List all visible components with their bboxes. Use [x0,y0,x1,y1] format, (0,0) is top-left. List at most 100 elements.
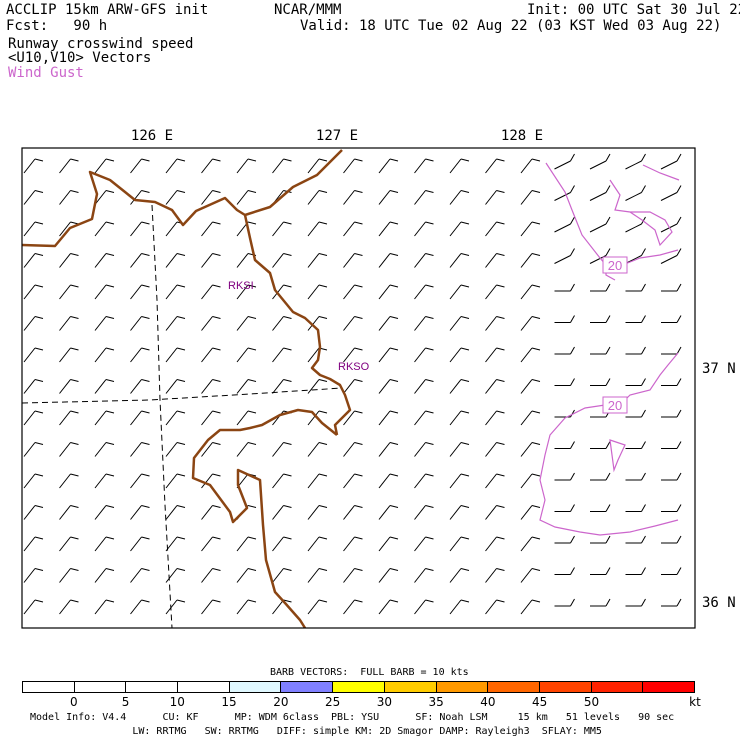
colorbar-segment [643,682,694,692]
wind-barb [414,221,434,237]
wind-barb [343,284,363,300]
wind-barb [236,190,257,205]
wind-barb [485,190,505,205]
wind-barb [520,473,541,489]
wind-barb [165,442,186,457]
wind-barb [661,346,682,355]
wind-barb [485,568,505,583]
wind-barb [59,316,79,331]
contour-label: 20 [608,398,622,413]
wind-barb [414,158,434,174]
init-time: Init: 00 UTC Sat 30 Jul 22 [527,2,740,18]
wind-barb [59,473,79,489]
colorbar-segment [178,682,230,692]
wind-barb [520,379,541,394]
wind-barb [343,190,363,205]
wind-barb [554,315,575,323]
wind-barb [661,378,682,386]
wind-barb [23,347,44,363]
wind-barb [59,599,79,615]
wind-barb [165,284,186,300]
colorbar-segment [591,682,644,692]
wind-barb [520,442,541,457]
wind-barb [449,158,470,174]
wind-barb [307,158,328,174]
wind-barb [378,190,399,205]
wind-barb [201,284,221,300]
wind-barb [343,410,363,426]
wind-barb [520,347,541,363]
wind-barb [625,504,646,512]
wind-barb [201,410,221,426]
wind-barb [625,472,646,481]
colorbar-segment [436,682,489,692]
wind-barb [449,347,470,363]
wind-barb [307,379,328,394]
wind-barb [343,347,363,363]
wind-barb [23,442,44,457]
wind-barb [590,441,611,449]
wind-barb [449,599,470,615]
wind-barb [236,316,257,331]
wind-barb [590,378,611,386]
wind-barb [343,158,363,174]
lat-label-36: 36 N [702,595,736,611]
wind-barb [378,536,399,552]
wind-barb [449,221,470,237]
wind-barb [554,535,575,544]
wind-barb [94,253,115,268]
wind-barb [307,410,328,426]
wind-barb [414,568,434,583]
wind-barb [625,248,646,264]
colorbar-segment [126,682,179,692]
wind-barb [307,536,328,552]
wind-barb [378,221,399,237]
wind-barb [625,346,646,355]
wind-barb [201,473,221,489]
wind-barb [414,599,434,615]
wind-barb [165,505,186,520]
wind-barb [589,185,611,201]
wind-barb [414,284,434,300]
wind-barb [625,567,646,575]
wind-barb [378,442,399,457]
wind-barb [378,379,399,394]
wind-barb [94,347,115,363]
wind-barb [236,347,257,363]
wind-barb [554,216,575,233]
wind-barb [414,316,434,331]
wind-barb [201,568,221,583]
wind-barb [590,283,611,292]
wind-barb [590,346,611,355]
wind-barb [307,442,328,457]
wind-barb [343,505,363,520]
wind-barb [378,599,399,615]
wind-barb [94,473,115,489]
wind-barb [520,505,541,520]
wind-barb [625,441,646,449]
colorbar-tick-label: 20 [273,695,289,709]
wind-barb [485,599,505,615]
colorbar-title: BARB VECTORS: FULL BARB = 10 kts [270,667,469,678]
wind-barb [130,284,150,300]
coastline [21,149,352,629]
wind-barb [94,158,115,174]
wind-barb [449,505,470,520]
wind-barb [554,472,575,481]
wind-barb [272,316,292,331]
wind-barb [378,505,399,520]
wind-barb [343,568,363,583]
wind-barb [485,379,505,394]
colorbar-segment [333,682,385,692]
station-rkso: RKSO [338,361,370,373]
wind-barb [625,409,646,418]
wind-barb [485,284,505,300]
colorbar-tick-label: 45 [532,695,548,709]
wind-barb [272,536,292,552]
wind-barb [625,216,646,233]
wind-barb [130,442,150,457]
wind-barb [660,185,682,201]
wind-barb [307,316,328,331]
wind-barb [307,221,328,237]
colorbar-segment [384,682,437,692]
